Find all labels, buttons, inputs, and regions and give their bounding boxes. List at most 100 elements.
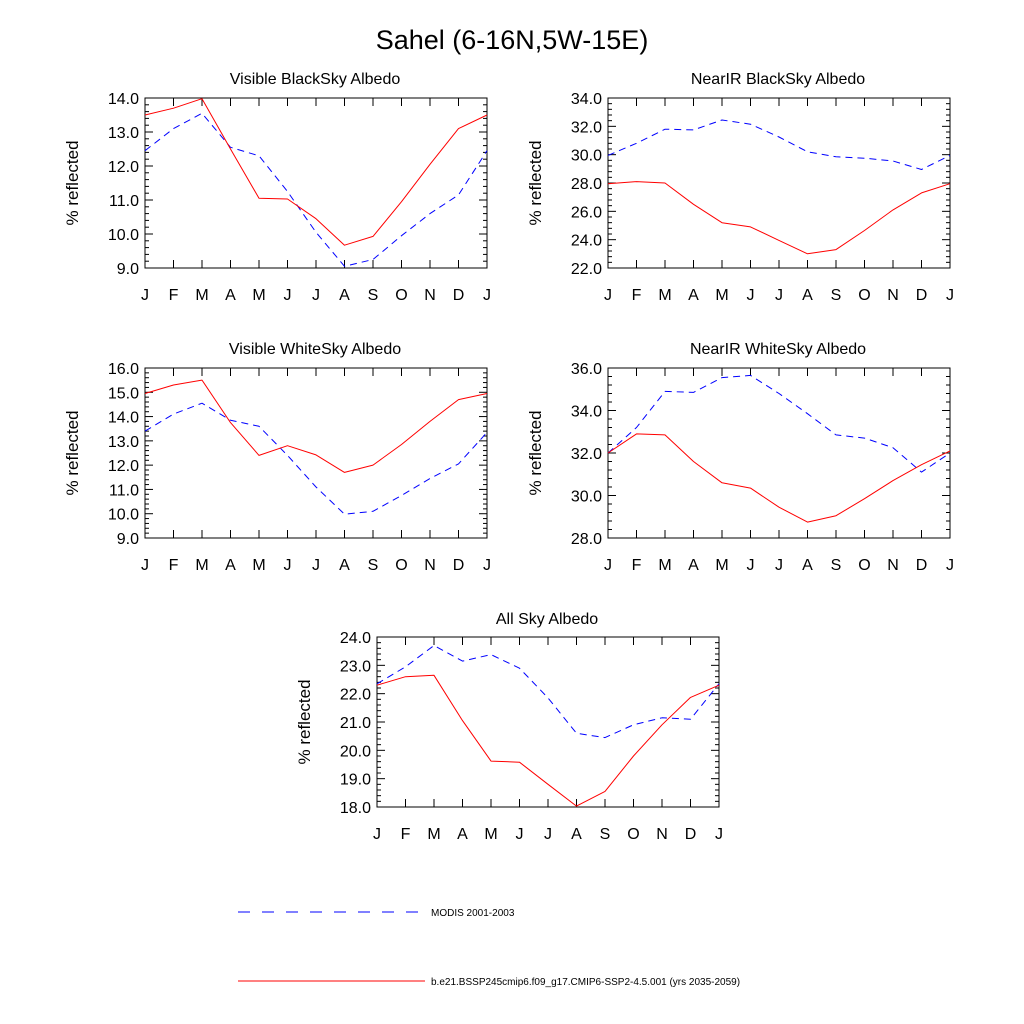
x-tick-label: A (339, 557, 350, 574)
plot-frame (144, 97, 488, 269)
y-tick-label: 26.0 (571, 204, 602, 221)
x-tick-label: J (284, 557, 292, 574)
series-line-modis (607, 119, 951, 170)
y-tick-label: 19.0 (340, 772, 371, 789)
y-tick-label: 34.0 (571, 91, 602, 108)
x-tick-label: O (395, 557, 407, 574)
x-tick-label: N (887, 557, 899, 574)
x-tick-label: O (395, 287, 407, 304)
series-line-modis (144, 112, 488, 267)
x-tick-label: D (453, 287, 465, 304)
x-tick-label: J (747, 287, 755, 304)
x-tick-label: N (656, 826, 668, 843)
x-tick-label: A (688, 557, 699, 574)
x-tick-label: D (916, 287, 928, 304)
x-tick-label: J (544, 826, 552, 843)
x-tick-label: J (946, 557, 954, 574)
y-tick-label: 24.0 (340, 630, 371, 647)
y-tick-label: 22.0 (340, 687, 371, 704)
series-line-model (607, 433, 951, 523)
panel-title: NearIR BlackSky Albedo (691, 71, 865, 88)
y-tick-label: 11.0 (109, 482, 139, 499)
x-tick-label: M (252, 287, 265, 304)
x-tick-label: N (424, 287, 436, 304)
series-line-model (376, 674, 720, 807)
y-tick-label: 10.0 (108, 227, 139, 244)
x-tick-label: J (141, 287, 149, 304)
x-tick-label: O (858, 557, 870, 574)
y-tick-label: 10.0 (108, 507, 139, 524)
x-tick-label: S (368, 287, 379, 304)
y-axis-label: % reflected (295, 679, 314, 764)
x-tick-label: M (715, 287, 728, 304)
panel-title: NearIR WhiteSky Albedo (690, 341, 866, 358)
x-tick-label: M (484, 826, 497, 843)
x-tick-label: M (658, 287, 671, 304)
y-tick-label: 30.0 (571, 148, 602, 165)
x-tick-label: M (715, 557, 728, 574)
y-tick-label: 22.0 (571, 261, 602, 278)
x-tick-label: M (658, 557, 671, 574)
series-line-model (144, 379, 488, 473)
x-tick-label: N (424, 557, 436, 574)
x-tick-label: J (747, 557, 755, 574)
x-tick-label: J (775, 287, 783, 304)
x-tick-label: M (252, 557, 265, 574)
x-tick-label: J (604, 287, 612, 304)
panel-visible-blacksky: Visible BlackSky Albedo % reflected J F M A… (63, 71, 491, 304)
x-tick-label: A (802, 557, 813, 574)
y-tick-label: 28.0 (571, 531, 602, 548)
x-tick-label: J (946, 287, 954, 304)
y-axis-label: % reflected (63, 140, 82, 225)
x-tick-label: J (775, 557, 783, 574)
y-tick-label: 32.0 (571, 119, 602, 136)
y-axis-label: % reflected (63, 410, 82, 495)
x-tick-label: F (169, 287, 179, 304)
y-tick-label: 20.0 (340, 743, 371, 760)
series-line-modis (607, 374, 951, 473)
x-tick-label: J (715, 826, 723, 843)
y-tick-label: 16.0 (108, 361, 139, 378)
y-tick-label: 24.0 (571, 233, 602, 250)
plot-frame (376, 636, 720, 808)
x-tick-label: A (688, 287, 699, 304)
x-tick-label: F (169, 557, 179, 574)
panel-title: Visible BlackSky Albedo (230, 71, 401, 88)
y-tick-label: 14.0 (108, 91, 139, 108)
x-tick-label: A (225, 557, 236, 574)
x-tick-label: F (632, 557, 642, 574)
x-tick-label: J (483, 557, 491, 574)
y-tick-label: 12.0 (108, 159, 139, 176)
y-tick-label: 15.0 (108, 385, 139, 402)
x-tick-label: J (312, 557, 320, 574)
x-tick-label: D (916, 557, 928, 574)
x-tick-label: M (195, 557, 208, 574)
x-tick-label: N (887, 287, 899, 304)
x-tick-label: S (831, 287, 842, 304)
x-tick-label: A (339, 287, 350, 304)
y-tick-label: 32.0 (571, 446, 602, 463)
x-tick-label: J (284, 287, 292, 304)
y-tick-label: 13.0 (108, 434, 139, 451)
x-tick-label: J (141, 557, 149, 574)
x-tick-label: J (373, 826, 381, 843)
legend-label-modis: MODIS 2001-2003 (431, 908, 515, 919)
x-tick-label: F (632, 287, 642, 304)
y-tick-label: 9.0 (117, 261, 139, 278)
panel-title: All Sky Albedo (496, 611, 598, 628)
x-tick-label: J (516, 826, 524, 843)
x-tick-label: S (600, 826, 611, 843)
series-line-modis (144, 402, 488, 515)
series-line-model (607, 181, 951, 255)
x-tick-label: S (831, 557, 842, 574)
x-tick-label: J (483, 287, 491, 304)
series-line-modis (376, 645, 720, 739)
x-tick-label: O (627, 826, 639, 843)
series-line-model (144, 98, 488, 246)
x-tick-label: A (802, 287, 813, 304)
x-tick-label: F (401, 826, 411, 843)
x-tick-label: D (453, 557, 465, 574)
plot-frame (144, 367, 488, 539)
